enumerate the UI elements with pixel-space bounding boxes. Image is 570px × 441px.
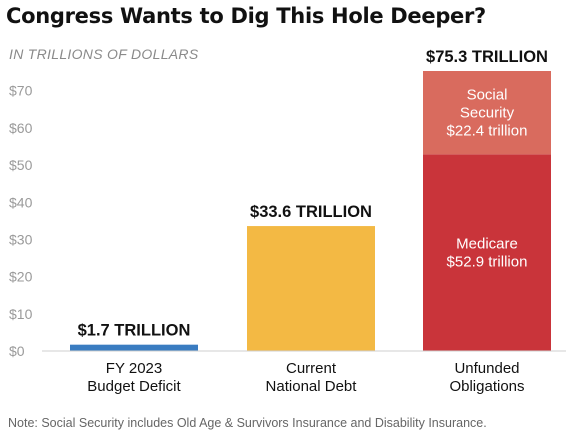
x-category-label: Unfunded <box>454 360 519 377</box>
y-tick-label: $0 <box>9 343 25 359</box>
x-category-label: Obligations <box>449 378 524 395</box>
total-value-label: $75.3 TRILLION <box>426 48 548 66</box>
segment-label: $22.4 trillion <box>447 123 528 140</box>
y-tick-label: $20 <box>9 269 33 285</box>
segment-label: Social <box>467 87 508 104</box>
total-value-label: $1.7 TRILLION <box>78 322 191 340</box>
footnote: Note: Social Security includes Old Age &… <box>8 416 487 430</box>
segment-label: Security <box>460 105 515 122</box>
y-tick-label: $70 <box>9 83 33 99</box>
x-category-label: Budget Deficit <box>87 378 181 395</box>
x-category-label: National Debt <box>266 378 358 395</box>
x-category-label: Current <box>286 360 337 377</box>
bar-social-security <box>423 71 551 155</box>
bar-segment <box>70 344 198 351</box>
y-tick-label: $50 <box>9 157 33 173</box>
y-tick-label: $40 <box>9 194 33 210</box>
x-category-label: FY 2023 <box>106 360 162 377</box>
y-tick-label: $10 <box>9 306 33 322</box>
total-value-label: $33.6 TRILLION <box>250 203 372 221</box>
units-label: IN TRILLIONS OF DOLLARS <box>9 46 199 62</box>
bar-medicare <box>423 154 551 351</box>
segment-label: $52.9 trillion <box>447 254 528 271</box>
segment-label: Medicare <box>456 236 518 253</box>
chart-title: Congress Wants to Dig This Hole Deeper? <box>6 4 486 28</box>
y-tick-label: $30 <box>9 231 33 247</box>
bar-segment <box>247 226 375 351</box>
y-tick-label: $60 <box>9 120 33 136</box>
bar-chart: $0 $10 $20 $30 $40 $50 $60 $70 Medicare$52.9 tri… <box>9 48 566 395</box>
